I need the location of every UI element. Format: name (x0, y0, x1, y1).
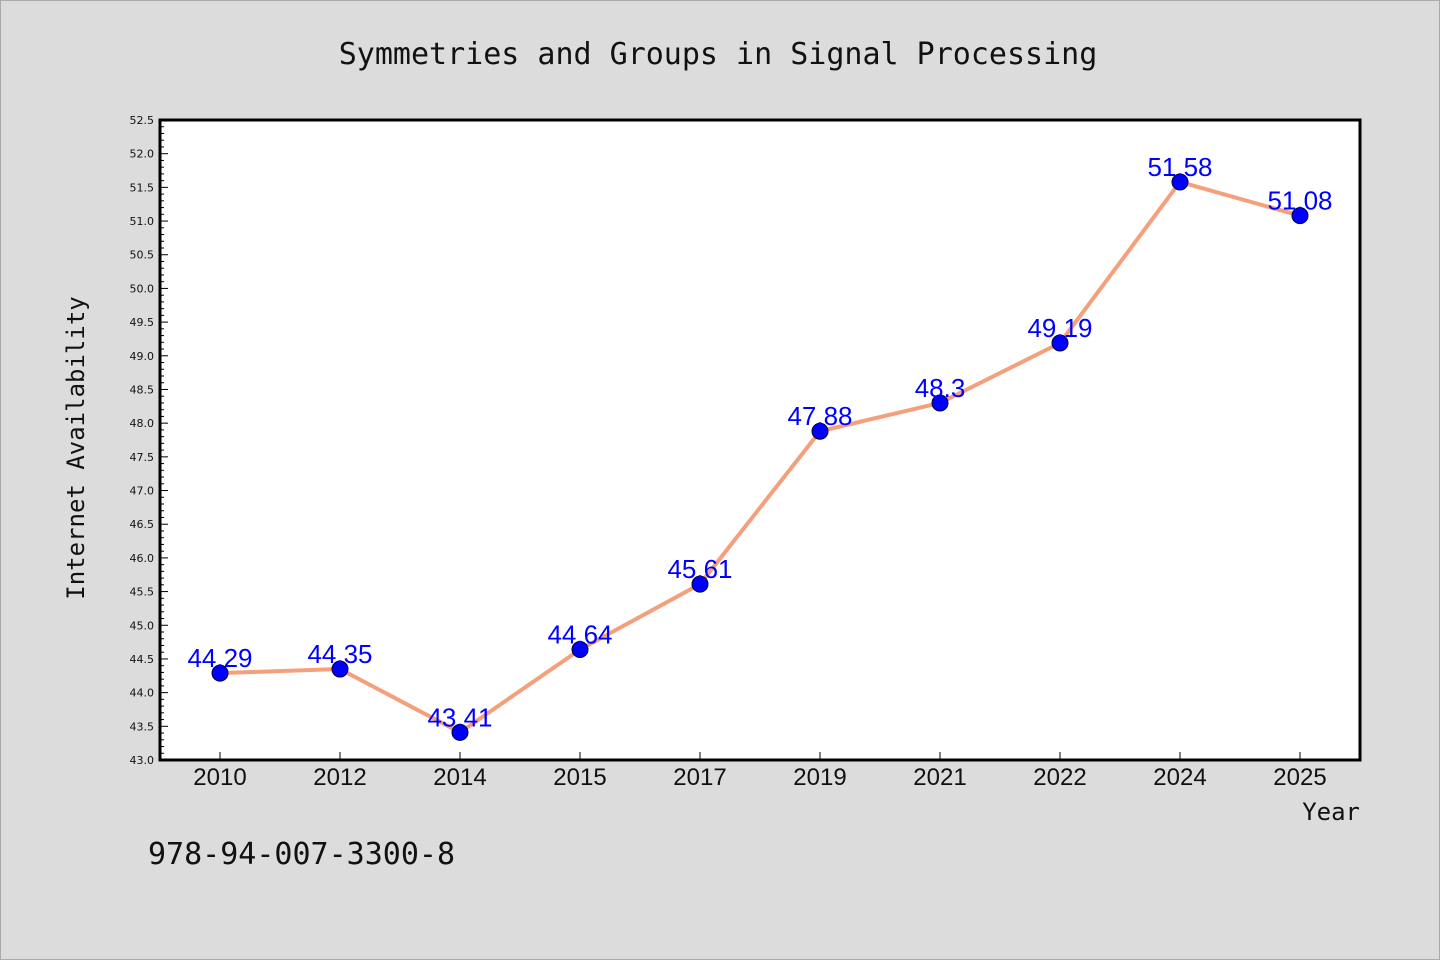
data-point (811, 422, 829, 440)
data-label: 49.19 (1027, 313, 1092, 343)
data-label: 51.58 (1147, 152, 1212, 182)
x-tick-label: 2024 (1153, 764, 1206, 791)
data-point (211, 664, 229, 682)
data-point (1291, 207, 1309, 225)
plot-frame (158, 118, 1362, 762)
y-tick-label: 46.5 (130, 518, 155, 531)
chart-title: Symmetries and Groups in Signal Processi… (339, 37, 1098, 72)
x-tick-label: 2012 (313, 764, 366, 791)
y-tick-label: 48.5 (130, 383, 155, 396)
y-tick-label: 49.5 (130, 316, 155, 329)
series-layer (211, 173, 1309, 741)
data-label: 44.35 (307, 639, 372, 669)
data-point (331, 660, 349, 678)
data-label: 43.41 (427, 702, 492, 732)
x-tick-label: 2010 (193, 764, 246, 791)
y-tick-label: 51.0 (130, 215, 155, 228)
x-axis-ticks: 2010 2012 2014 2015 2017 2019 2021 2022 2024 2025 (193, 752, 1327, 791)
x-tick-label: 2014 (433, 764, 486, 791)
data-label: 51.08 (1267, 186, 1332, 216)
data-label: 44.64 (547, 620, 612, 650)
data-point (1051, 334, 1069, 352)
y-tick-label: 48.0 (130, 417, 155, 430)
y-axis-label: Internet Availability (62, 296, 90, 599)
data-point (451, 723, 469, 741)
y-tick-label: 44.0 (130, 687, 155, 700)
y-tick-label: 46.0 (130, 552, 155, 565)
x-tick-label: 2021 (913, 764, 966, 791)
y-tick-label: 43.5 (130, 720, 155, 733)
y-tick-label: 47.5 (130, 451, 155, 464)
data-label: 48.3 (915, 373, 966, 403)
data-point (931, 394, 949, 412)
y-tick-label: 44.5 (130, 653, 155, 666)
footer-isbn: 978-94-007-3300-8 (148, 837, 455, 872)
y-axis-ticks: 43.0 43.5 44.0 44.5 45.0 45.5 46.0 46.5 47.0 47.5… (130, 114, 168, 767)
y-tick-label: 52.5 (130, 114, 155, 127)
data-label: 45.61 (667, 554, 732, 584)
x-tick-label: 2022 (1033, 764, 1086, 791)
data-label: 47.88 (787, 401, 852, 431)
data-point (571, 641, 589, 659)
x-tick-label: 2019 (793, 764, 846, 791)
y-tick-label: 49.0 (130, 350, 155, 363)
y-tick-label: 47.0 (130, 485, 155, 498)
data-label: 44.29 (187, 643, 252, 673)
series-line (219, 179, 1301, 735)
data-labels: 44.29 44.35 43.41 44.64 45.61 47.88 48.3 49.19 5… (187, 152, 1332, 732)
x-tick-label: 2017 (673, 764, 726, 791)
y-tick-label: 51.5 (130, 181, 155, 194)
y-tick-label: 52.0 (130, 148, 155, 161)
x-axis-label: Year (1302, 798, 1360, 826)
y-tick-label: 50.0 (130, 282, 155, 295)
data-point (1171, 173, 1189, 191)
plot-area (160, 120, 1360, 760)
y-tick-label: 45.0 (130, 619, 155, 632)
x-tick-label: 2015 (553, 764, 606, 791)
x-tick-label: 2025 (1273, 764, 1326, 791)
data-point (691, 575, 709, 593)
y-tick-label: 45.5 (130, 586, 155, 599)
y-tick-label: 43.0 (130, 754, 155, 767)
y-tick-label: 50.5 (130, 249, 155, 262)
